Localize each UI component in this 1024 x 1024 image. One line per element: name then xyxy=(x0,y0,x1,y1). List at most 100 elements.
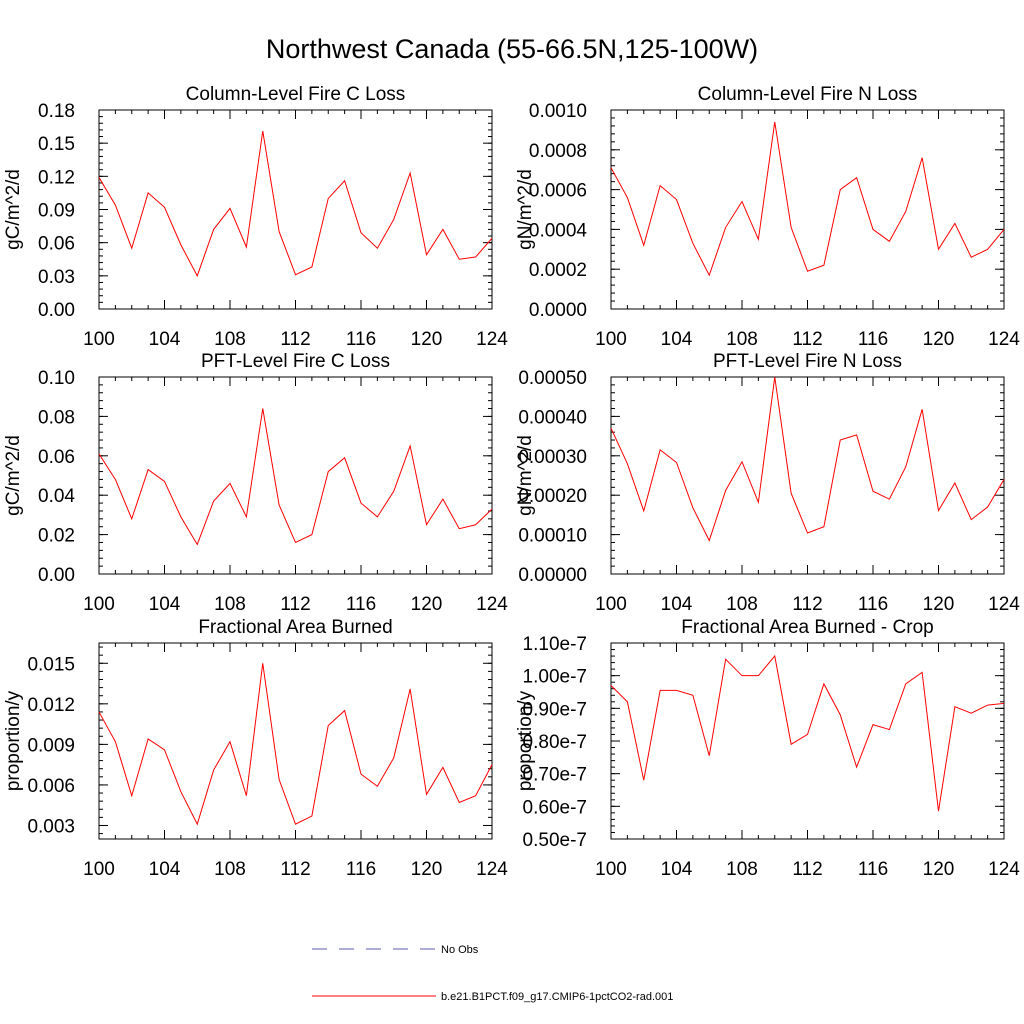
x-tick-label: 108 xyxy=(214,329,246,350)
plot-frame xyxy=(98,642,493,840)
x-tick-label: 100 xyxy=(595,329,627,350)
x-tick-label: 108 xyxy=(214,594,246,615)
x-tick-label: 104 xyxy=(149,329,181,350)
plot-frame xyxy=(610,376,1005,575)
y-tick-label: 0.00000 xyxy=(518,565,587,586)
chart-title: PFT-Level Fire N Loss xyxy=(713,351,902,372)
y-tick-label: 0.10 xyxy=(38,368,75,389)
y-tick-label: 0.009 xyxy=(27,735,75,756)
x-tick-label: 120 xyxy=(411,594,443,615)
x-tick-label: 112 xyxy=(280,329,310,350)
y-axis-label: gC/m^2/d xyxy=(3,169,24,250)
x-tick-label: 100 xyxy=(83,329,115,350)
legend-item-2: b.e21.B1PCT.f09_g17.CMIP6-1pctCO2-rad.00… xyxy=(312,991,673,1003)
x-tick-label: 104 xyxy=(149,859,181,880)
x-tick-label: 120 xyxy=(923,329,955,350)
y-tick-label: 0.09 xyxy=(38,201,75,222)
x-tick-label: 116 xyxy=(858,859,888,880)
y-tick-label: 0.0004 xyxy=(529,220,588,241)
x-tick-label: 108 xyxy=(726,594,758,615)
y-tick-label: 0.012 xyxy=(27,695,75,716)
x-tick-label: 116 xyxy=(858,594,888,615)
chart-panel-4: PFT-Level Fire N Loss gN/m^2/d 0.00000 0.00… xyxy=(515,351,1020,615)
x-tick-label: 108 xyxy=(726,859,758,880)
y-tick-label: 0.00010 xyxy=(518,526,587,547)
figure-title: Northwest Canada (55-66.5N,125-100W) xyxy=(265,34,759,64)
x-tick-label: 116 xyxy=(346,594,376,615)
y-tick-label: 0.0002 xyxy=(529,260,587,281)
x-tick-label: 120 xyxy=(923,594,955,615)
chart-panel-5: Fractional Area Burned proportion/y 0.003 0… xyxy=(3,617,508,880)
x-tick-label: 100 xyxy=(83,594,115,615)
y-tick-label: 0.00040 xyxy=(518,407,587,428)
y-tick-label: 0.0000 xyxy=(529,300,587,321)
x-tick-label: 100 xyxy=(83,859,115,880)
series-line xyxy=(98,130,493,278)
y-tick-label: 0.04 xyxy=(38,486,75,507)
series-line xyxy=(98,408,493,546)
legend-label: b.e21.B1PCT.f09_g17.CMIP6-1pctCO2-rad.00… xyxy=(441,991,673,1003)
x-tick-label: 116 xyxy=(346,329,376,350)
x-tick-label: 112 xyxy=(792,329,822,350)
chart-title: Fractional Area Burned xyxy=(198,617,392,638)
y-axis-label: gN/m^2/d xyxy=(515,169,536,250)
y-tick-label: 0.0006 xyxy=(529,181,587,202)
y-axis-label: gC/m^2/d xyxy=(3,435,24,516)
x-tick-label: 124 xyxy=(988,329,1020,350)
x-tick-label: 112 xyxy=(280,594,310,615)
x-tick-label: 120 xyxy=(411,859,443,880)
y-tick-label: 0.70e-7 xyxy=(523,765,587,786)
x-tick-label: 124 xyxy=(476,859,508,880)
x-tick-label: 100 xyxy=(595,594,627,615)
chart-panel-2: Column-Level Fire N Loss gN/m^2/d 0.0000 0.… xyxy=(515,84,1020,350)
y-tick-label: 1.00e-7 xyxy=(523,667,587,688)
y-tick-label: 0.00020 xyxy=(518,486,587,507)
y-tick-label: 0.06 xyxy=(38,234,75,255)
x-tick-label: 124 xyxy=(476,329,508,350)
plot-frame xyxy=(98,109,493,310)
series-line xyxy=(610,654,1005,812)
x-tick-label: 112 xyxy=(792,859,822,880)
y-tick-label: 0.00050 xyxy=(518,368,587,389)
x-tick-label: 104 xyxy=(661,859,693,880)
y-tick-label: 0.0010 xyxy=(529,101,587,122)
chart-title: Fractional Area Burned - Crop xyxy=(681,617,933,638)
x-tick-label: 104 xyxy=(149,594,181,615)
y-tick-label: 0.03 xyxy=(38,267,75,288)
x-tick-label: 108 xyxy=(214,859,246,880)
y-tick-label: 0.00030 xyxy=(518,447,587,468)
y-tick-label: 0.06 xyxy=(38,447,75,468)
y-tick-label: 0.00 xyxy=(38,565,75,586)
chart-title: Column-Level Fire N Loss xyxy=(698,84,918,105)
series-line xyxy=(98,663,493,826)
x-tick-label: 120 xyxy=(923,859,955,880)
chart-panel-6: Fractional Area Burned - Crop proportion/… xyxy=(515,617,1020,880)
y-tick-label: 0.015 xyxy=(27,654,75,675)
x-tick-label: 116 xyxy=(346,859,376,880)
plot-frame xyxy=(610,642,1005,840)
chart-panel-1: Column-Level Fire C Loss gC/m^2/d 0.00 0.03… xyxy=(3,84,508,350)
y-tick-label: 0.0008 xyxy=(529,141,587,162)
y-tick-label: 0.003 xyxy=(27,816,75,837)
x-tick-label: 108 xyxy=(726,329,758,350)
y-tick-label: 0.50e-7 xyxy=(523,830,587,851)
series-line xyxy=(610,121,1005,277)
legend-label: No Obs xyxy=(441,944,479,956)
x-tick-label: 112 xyxy=(280,859,310,880)
y-axis-label: proportion/y xyxy=(3,690,24,791)
chart-panel-3: PFT-Level Fire C Loss gC/m^2/d 0.00 0.02 0.0… xyxy=(3,351,508,615)
y-tick-label: 0.08 xyxy=(38,407,75,428)
y-axis-label: proportion/y xyxy=(515,690,536,791)
chart-title: Column-Level Fire C Loss xyxy=(186,84,406,105)
y-tick-label: 0.80e-7 xyxy=(523,732,587,753)
y-tick-label: 0.90e-7 xyxy=(523,699,587,720)
chart-title: PFT-Level Fire C Loss xyxy=(201,351,390,372)
x-tick-label: 120 xyxy=(411,329,443,350)
y-axis-label: gN/m^2/d xyxy=(515,435,536,516)
x-tick-label: 100 xyxy=(595,859,627,880)
y-tick-label: 0.00 xyxy=(38,300,75,321)
x-tick-label: 104 xyxy=(661,329,693,350)
y-tick-label: 0.02 xyxy=(38,526,75,547)
